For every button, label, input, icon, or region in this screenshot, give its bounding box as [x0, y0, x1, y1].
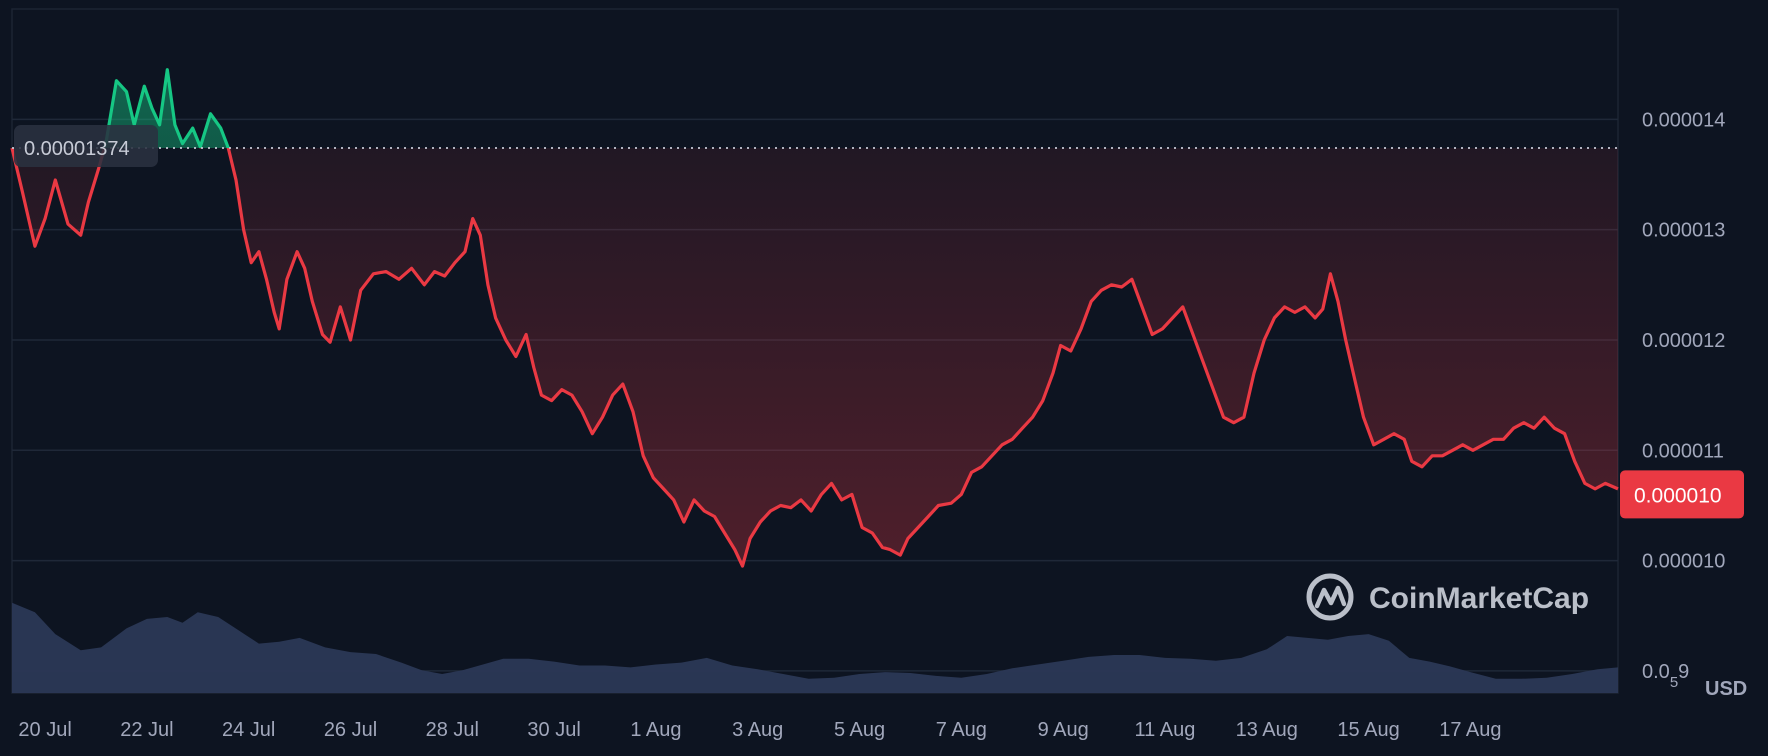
- y-tick-tail: 9: [1678, 661, 1689, 683]
- x-tick-label: 7 Aug: [936, 719, 987, 741]
- y-tick-label: 0.000012: [1642, 330, 1725, 352]
- y-tick-main: 0.000012: [1642, 330, 1725, 352]
- x-tick-label: 24 Jul: [222, 719, 275, 741]
- x-tick-label: 20 Jul: [18, 719, 71, 741]
- y-tick-main: 0.0: [1642, 661, 1670, 683]
- price-line-below: [10, 148, 1619, 568]
- x-tick-label: 30 Jul: [527, 719, 580, 741]
- y-tick-subscript: 5: [1670, 674, 1678, 691]
- x-tick-label: 28 Jul: [426, 719, 479, 741]
- y-tick-main: 0.000011: [1642, 440, 1724, 462]
- y-tick-label: 0.000014: [1642, 109, 1725, 131]
- x-tick-label: 13 Aug: [1236, 719, 1298, 741]
- current-price-badge: [1620, 470, 1744, 519]
- y-tick-label: 0.000013: [1642, 220, 1725, 242]
- current-price-value: 0.000010: [1634, 484, 1722, 507]
- x-tick-label: 1 Aug: [630, 719, 681, 741]
- x-tick-label: 17 Aug: [1439, 719, 1501, 741]
- watermark-brand: CoinMarketCap: [1369, 582, 1589, 615]
- current-price-tag: 0.000010: [1620, 470, 1744, 519]
- x-tick-label: 5 Aug: [834, 719, 885, 741]
- watermark: CoinMarketCap: [1306, 573, 1589, 621]
- y-tick-label: 0.000010: [1642, 551, 1725, 573]
- x-tick-label: 11 Aug: [1135, 719, 1196, 741]
- y-tick-label: 0.059: [1642, 661, 1689, 691]
- reference-value: 0.00001374: [24, 138, 130, 160]
- y-tick-main: 0.000010: [1642, 551, 1725, 573]
- volume-area-path: [12, 602, 1618, 693]
- y-tick-label: 0.000011: [1642, 440, 1724, 462]
- x-tick-label: 22 Jul: [120, 719, 173, 741]
- volume-area: [12, 602, 1618, 693]
- y-axis: 0.000014 0.000013 0.000012 0.000011 0.000010…: [1642, 109, 1725, 691]
- x-tick-label: 15 Aug: [1337, 719, 1399, 741]
- price-area: [10, 68, 1619, 568]
- x-tick-label: 9 Aug: [1038, 719, 1089, 741]
- coinmarketcap-logo-wave-icon: [1314, 585, 1347, 609]
- reference-badge: [14, 125, 158, 168]
- x-tick-label: 26 Jul: [324, 719, 377, 741]
- price-fill-below: [12, 148, 1618, 567]
- currency-unit: USD: [1705, 678, 1747, 700]
- y-tick-main: 0.000013: [1642, 220, 1725, 242]
- price-fill-above: [12, 69, 1618, 149]
- coinmarketcap-logo-icon: [1306, 573, 1354, 621]
- y-tick-main: 0.000014: [1642, 109, 1725, 131]
- reference-label: 0.00001374: [14, 125, 158, 168]
- x-axis: 20 Jul 22 Jul 24 Jul 26 Jul 28 Jul 30 Jul 1 Au…: [18, 719, 1501, 741]
- x-tick-label: 3 Aug: [732, 719, 783, 741]
